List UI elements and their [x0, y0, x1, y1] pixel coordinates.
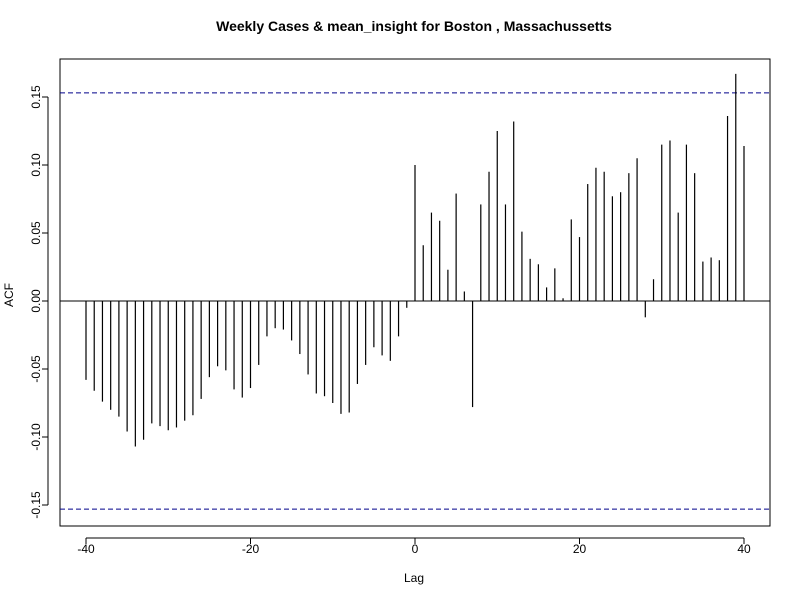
chart-title: Weekly Cases & mean_insight for Boston ,… [216, 18, 612, 34]
x-tick-label: 20 [573, 542, 587, 556]
y-tick-label: -0.05 [29, 355, 43, 383]
y-tick-label: 0.05 [29, 221, 43, 245]
y-tick-label: -0.10 [29, 423, 43, 451]
y-tick-label: -0.15 [29, 491, 43, 519]
x-tick-label: 0 [412, 542, 419, 556]
y-axis-label: ACF [2, 283, 16, 307]
y-tick-label: 0.00 [29, 289, 43, 313]
y-tick-label: 0.15 [29, 85, 43, 109]
plot-frame [59, 58, 771, 527]
x-tick-label: -20 [242, 542, 260, 556]
x-axis-label: Lag [404, 571, 424, 585]
x-tick-label: 40 [737, 542, 751, 556]
plot-area: -40 -20 0 20 40 -0.15 -0.10 -0.05 0.00 0.05 0.10 0.… [29, 58, 771, 556]
y-tick-label: 0.10 [29, 153, 43, 177]
x-tick-label: -40 [77, 542, 95, 556]
